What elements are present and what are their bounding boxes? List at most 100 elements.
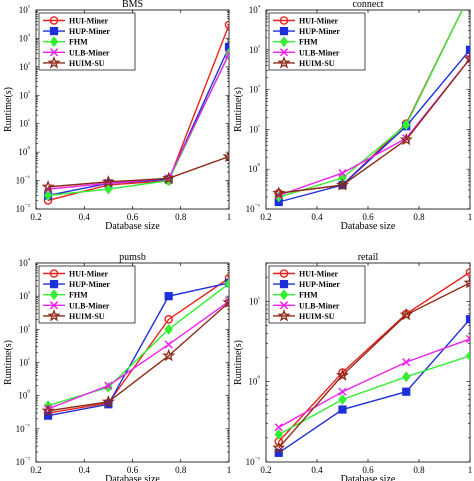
data-point [338,387,347,396]
legend-marker [279,289,289,301]
data-point [402,387,411,396]
legend-label: HUI-Miner [299,17,339,26]
legend-marker [49,289,59,301]
data-point [463,51,470,65]
series-line-fhm [47,52,229,197]
legend-marker [47,309,61,322]
legend-label: HUI-Miner [69,270,109,279]
legend-marker [279,269,289,278]
legend-marker [277,309,291,322]
chart-panel-connect: 0.2 0.4 0.6 0.8 1 10⁻¹ 10⁰ 10¹ 10² 10³ 10⁴ connect D… [233,0,473,232]
x-tick-label: 1 [227,212,232,222]
chart-panel-pumsb: 0.2 0.4 0.6 0.8 1 10⁻² 10⁻¹ 10⁰ 10¹ 10² 10³ 10⁴ pums… [3,252,231,481]
legend-label: FHM [299,291,318,300]
series-line-huim-su [48,155,229,188]
data-point [222,149,229,163]
data-point [274,423,283,432]
series-line-huim-su [278,282,470,449]
y-tick-label: 10³ [19,61,30,72]
legend-marker [49,27,59,36]
chart-panel-bms: 0.2 0.4 0.6 0.8 1 10⁻² 10⁻¹ 10⁰ 10¹ 10² 10³ 10⁴ 10⁵ B… [3,0,232,232]
chart-title: BMS [122,0,143,10]
data-point [104,381,113,390]
y-tick-label: 10⁻¹ [16,175,30,186]
data-point [465,267,470,277]
data-point [335,368,350,381]
y-axis-label: Runtime(s) [3,87,14,132]
legend-label: FHM [299,38,318,47]
data-point [43,190,53,201]
series-line-fhm [47,283,229,407]
data-point [41,180,55,193]
x-tick-label: 0.8 [175,212,187,222]
legend-label: ULB-Miner [69,48,110,57]
series-line-fhm [278,10,464,198]
legend-marker [49,269,59,278]
series-line-huim-su [278,58,470,194]
data-point [338,405,347,414]
legend-marker [279,16,289,25]
x-tick-label: 1 [468,465,473,475]
legend-label: HUP-Miner [299,280,340,289]
legend-label: FHM [69,291,88,300]
y-tick-label: 10³ [249,44,260,55]
data-point [335,178,350,191]
data-point [399,307,413,321]
data-point [104,183,113,195]
data-point [101,175,115,188]
y-tick-label: 10⁻¹ [246,456,260,467]
y-tick-label: 10¹ [19,118,30,129]
legend-marker [279,27,289,36]
chart-title: pumsb [119,252,146,263]
legend-label: HUP-Miner [69,280,110,289]
plot-area [41,273,229,420]
data-point [224,278,229,289]
data-point [224,20,229,30]
x-tick-label: 0.4 [311,465,323,475]
y-tick-label: 10⁰ [248,162,260,174]
data-point [402,371,411,383]
plot-area [41,20,229,205]
data-point [41,403,55,417]
y-tick-label: 10⁰ [18,389,30,401]
data-point [272,440,286,454]
plot-area [272,267,470,457]
series-line-hup-miner [47,282,229,417]
series-line-ulb-miner [278,58,470,197]
series-line-hup-miner [278,49,470,203]
series-line-ulb-miner [278,338,470,428]
y-tick-label: 10² [249,84,260,95]
series-line-fhm [278,355,470,436]
y-tick-label: 10⁰ [18,145,30,157]
series-line-ulb-miner [47,300,229,410]
legend-marker [279,280,289,289]
y-tick-label: 10⁰ [248,375,260,387]
y-tick-label: 10⁵ [19,4,30,15]
plot-area [272,10,470,207]
legend-marker [279,48,289,57]
y-tick-label: 10⁻² [16,456,30,467]
x-tick-label: 1 [468,212,473,222]
legend-label: HUIM-SU [69,59,105,68]
data-point [162,348,176,362]
y-tick-label: 10¹ [19,357,30,368]
series-line-huim-su [47,301,229,412]
data-point [101,395,115,408]
x-tick-label: 0.8 [413,465,425,475]
x-tick-label: 0.4 [79,465,91,475]
data-point [164,323,173,335]
x-tick-label: 0.6 [362,212,374,222]
series-line-hui-miner [47,277,229,414]
x-tick-label: 0.2 [260,465,271,475]
data-point [164,292,173,301]
x-tick-label: 0.4 [311,212,323,222]
x-axis-label: Database size [105,221,160,232]
data-point [465,334,470,344]
series-line-ulb-miner [47,53,229,190]
y-tick-label: 10⁴ [249,4,261,15]
legend-label: HUP-Miner [69,27,110,36]
